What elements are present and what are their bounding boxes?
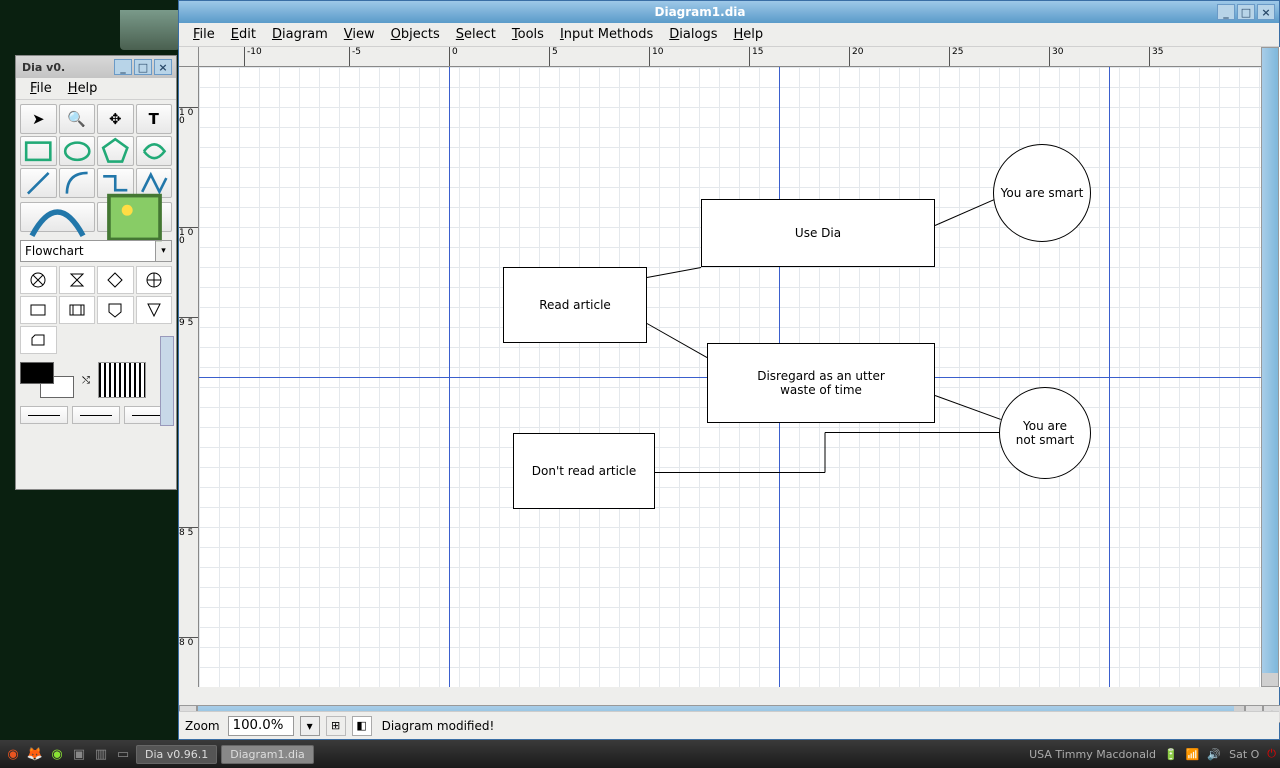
pointer-tool[interactable]: ➤ xyxy=(20,104,57,134)
status-text: Diagram modified! xyxy=(378,719,1273,733)
terminal-icon[interactable]: ▣ xyxy=(70,745,88,763)
color-swatch[interactable] xyxy=(20,362,74,398)
main-window-title: Diagram1.dia xyxy=(183,5,1217,19)
shape-offpage[interactable] xyxy=(97,296,134,324)
toolbox-minimize-button[interactable]: _ xyxy=(114,59,132,75)
shape-internal-storage[interactable] xyxy=(20,296,57,324)
connector-line[interactable] xyxy=(825,432,1001,433)
toolbox-menu-help[interactable]: Help xyxy=(60,78,106,99)
toolbox-maximize-button[interactable]: □ xyxy=(134,59,152,75)
desktop-background-fragment xyxy=(120,10,180,50)
close-button[interactable]: × xyxy=(1257,4,1275,20)
color-row: ⤭ xyxy=(16,358,176,402)
desktop-icon[interactable]: ▭ xyxy=(114,745,132,763)
ruler-horizontal[interactable]: -10-505101520253035 xyxy=(199,47,1261,67)
flowchart-node-dontread[interactable]: Don't read article xyxy=(513,433,655,509)
shape-scrollbar[interactable] xyxy=(160,336,174,426)
app-icon[interactable]: ◉ xyxy=(48,745,66,763)
battery-icon[interactable]: 🔋 xyxy=(1164,748,1178,761)
bezier-tool[interactable] xyxy=(20,202,95,232)
main-menubar: FileEditDiagramViewObjectsSelectToolsInp… xyxy=(179,23,1279,47)
menu-select[interactable]: Select xyxy=(448,24,504,45)
shape-sum-junction[interactable] xyxy=(20,266,57,294)
toolbox-menubar: FileHelp xyxy=(16,78,176,100)
tray-user-text: USA Timmy Macdonald xyxy=(1029,748,1156,761)
start-menu-icon[interactable]: ◉ xyxy=(4,745,22,763)
line-start-style[interactable] xyxy=(20,406,68,424)
menu-file[interactable]: File xyxy=(185,24,223,45)
canvas-area: -10-505101520253035 1 0 01 0 09 58 58 0 … xyxy=(179,47,1280,687)
zoom-tool[interactable]: 🔍 xyxy=(59,104,96,134)
firefox-icon[interactable]: 🦊 xyxy=(26,745,44,763)
box-tool[interactable] xyxy=(20,136,57,166)
vertical-scrollbar[interactable] xyxy=(1261,47,1279,687)
taskbar[interactable]: ◉ 🦊 ◉ ▣ ▥ ▭ Dia v0.96.1 Diagram1.dia USA… xyxy=(0,740,1280,768)
flowchart-node-disregard[interactable]: Disregard as an utter waste of time xyxy=(707,343,935,423)
minimize-button[interactable]: _ xyxy=(1217,4,1235,20)
image-tool[interactable] xyxy=(97,202,172,232)
menu-diagram[interactable]: Diagram xyxy=(264,24,336,45)
menu-edit[interactable]: Edit xyxy=(223,24,264,45)
menu-input-methods[interactable]: Input Methods xyxy=(552,24,661,45)
toolbox-close-button[interactable]: × xyxy=(154,59,172,75)
flowchart-node-read[interactable]: Read article xyxy=(503,267,647,343)
text-tool[interactable]: T xyxy=(136,104,173,134)
shape-merge[interactable] xyxy=(136,296,173,324)
menu-tools[interactable]: Tools xyxy=(504,24,552,45)
snap-grid-button[interactable]: ⊞ xyxy=(326,716,346,736)
sheet-selector[interactable]: Flowchart ▾ xyxy=(20,240,172,262)
zoom-dropdown-button[interactable]: ▾ xyxy=(300,716,320,736)
zoom-label: Zoom xyxy=(185,719,222,733)
main-window: Diagram1.dia _ □ × FileEditDiagramViewOb… xyxy=(178,0,1280,740)
polygon-tool[interactable] xyxy=(97,136,134,166)
ruler-corner xyxy=(179,47,199,67)
flowchart-node-smart[interactable]: You are smart xyxy=(993,144,1091,242)
status-bar: Zoom ▾ ⊞ ◧ Diagram modified! xyxy=(179,711,1279,739)
toolbox-window: Dia v0. _ □ × FileHelp ➤ 🔍 ✥ T Flowchart… xyxy=(15,55,177,490)
zoom-input[interactable] xyxy=(228,716,294,736)
taskbar-app-diagram[interactable]: Diagram1.dia xyxy=(221,745,314,764)
system-tray: USA Timmy Macdonald 🔋 📶 🔊 Sat O ⏻ xyxy=(1029,747,1276,761)
shape-grid xyxy=(16,266,176,354)
shape-sort[interactable] xyxy=(97,266,134,294)
toolbox-title: Dia v0. xyxy=(20,61,65,74)
menu-dialogs[interactable]: Dialogs xyxy=(661,24,725,45)
shape-predefined[interactable] xyxy=(59,296,96,324)
menu-view[interactable]: View xyxy=(336,24,383,45)
shape-or[interactable] xyxy=(136,266,173,294)
flowchart-node-usedia[interactable]: Use Dia xyxy=(701,199,935,267)
menu-help[interactable]: Help xyxy=(725,24,771,45)
connector-line[interactable] xyxy=(825,433,826,473)
volume-icon[interactable]: 🔊 xyxy=(1207,748,1221,761)
beziergon-tool[interactable] xyxy=(136,136,173,166)
snap-object-button[interactable]: ◧ xyxy=(352,716,372,736)
main-titlebar[interactable]: Diagram1.dia _ □ × xyxy=(179,1,1279,23)
network-icon[interactable]: 📶 xyxy=(1186,748,1200,761)
maximize-button[interactable]: □ xyxy=(1237,4,1255,20)
canvas[interactable]: Read article Use Dia Disregard as an utter… xyxy=(199,67,1261,687)
clock-text[interactable]: Sat O xyxy=(1229,748,1259,761)
pattern-picker[interactable] xyxy=(98,362,146,398)
sheet-selector-value: Flowchart xyxy=(20,240,156,262)
foreground-color[interactable] xyxy=(20,362,54,384)
scroll-tool[interactable]: ✥ xyxy=(97,104,134,134)
taskbar-app-dia[interactable]: Dia v0.96.1 xyxy=(136,745,217,764)
line-style-row xyxy=(16,402,176,428)
shape-card[interactable] xyxy=(20,326,57,354)
shape-collate[interactable] xyxy=(59,266,96,294)
flowchart-node-notsmart[interactable]: You are not smart xyxy=(999,387,1091,479)
ruler-vertical[interactable]: 1 0 01 0 09 58 58 0 xyxy=(179,67,199,687)
connector-line[interactable] xyxy=(655,472,825,473)
toolbox-menu-file[interactable]: File xyxy=(22,78,60,99)
ellipse-tool[interactable] xyxy=(59,136,96,166)
menu-objects[interactable]: Objects xyxy=(383,24,448,45)
swap-colors-icon[interactable]: ⤭ xyxy=(82,375,90,386)
files-icon[interactable]: ▥ xyxy=(92,745,110,763)
toolbox-titlebar[interactable]: Dia v0. _ □ × xyxy=(16,56,176,78)
line-dash-style[interactable] xyxy=(72,406,120,424)
sheet-dropdown-icon: ▾ xyxy=(156,240,172,262)
power-icon[interactable]: ⏻ xyxy=(1267,747,1276,761)
